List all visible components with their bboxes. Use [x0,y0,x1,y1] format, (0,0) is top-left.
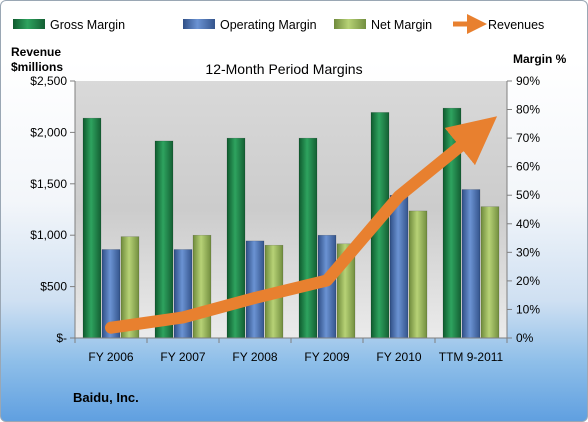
revenue-line [105,116,498,334]
bar-operating-margin-ttm-9-2011 [461,189,481,339]
bar-net-margin-ttm-9-2011 [480,206,500,339]
right-tick-label: 50% [516,188,540,202]
left-tick-label: $2,500 [30,74,67,88]
revenue-line-layer [105,116,498,334]
right-tick-label: 80% [516,103,540,117]
legend-swatch-gross-margin [13,19,45,29]
x-tick-label-fy-2006: FY 2006 [88,350,133,364]
right-tick-label: 40% [516,217,540,231]
right-axis-label: Margin % [513,52,567,66]
x-tick-label-fy-2008: FY 2008 [232,350,277,364]
left-tick-label: $1,000 [30,228,67,242]
legend-swatch-net-margin [334,19,366,29]
legend: Gross Margin Operating Margin Net Margin… [13,14,544,34]
bar-net-margin-fy-2010 [408,210,428,339]
legend-label-net-margin: Net Margin [371,18,432,32]
axes-layer: $- $500 $1,000 $1,500 $2,000 $2,500 0% 10% 20% 30… [30,74,540,364]
left-tick-label: $2,000 [30,125,67,139]
legend-label-revenues: Revenues [488,18,544,32]
x-tick-label-ttm-9-2011: TTM 9-2011 [439,350,504,364]
bar-gross-margin-fy-2007 [154,140,174,339]
left-axis-label-line2: $millions [11,60,63,74]
company-name: Baidu, Inc. [73,390,139,405]
bar-net-margin-fy-2007 [192,234,212,339]
bar-operating-margin-fy-2008 [245,240,265,339]
left-tick-label: $1,500 [30,177,67,191]
x-tick-label-fy-2009: FY 2009 [304,350,349,364]
right-tick-label: 20% [516,274,540,288]
bar-gross-margin-fy-2009 [298,137,318,339]
plot-area [75,81,507,338]
x-tick-label-fy-2007: FY 2007 [160,350,205,364]
bar-operating-margin-fy-2007 [173,249,193,339]
right-tick-label: 0% [516,331,534,345]
bar-gross-margin-fy-2006 [82,117,102,339]
left-axis-label-line1: Revenue [11,45,61,59]
left-tick-label: $- [56,331,67,345]
chart-title: 12-Month Period Margins [205,61,362,77]
right-tick-label: 70% [516,131,540,145]
bar-operating-margin-fy-2010 [389,194,409,339]
legend-swatch-operating-margin [183,19,215,29]
legend-label-gross-margin: Gross Margin [50,18,125,32]
right-tick-label: 90% [516,74,540,88]
left-tick-label: $500 [40,280,67,294]
right-tick-label: 60% [516,160,540,174]
right-tick-label: 10% [516,302,540,316]
right-tick-label: 30% [516,245,540,259]
legend-label-operating-margin: Operating Margin [220,18,317,32]
x-tick-label-fy-2010: FY 2010 [376,350,421,364]
